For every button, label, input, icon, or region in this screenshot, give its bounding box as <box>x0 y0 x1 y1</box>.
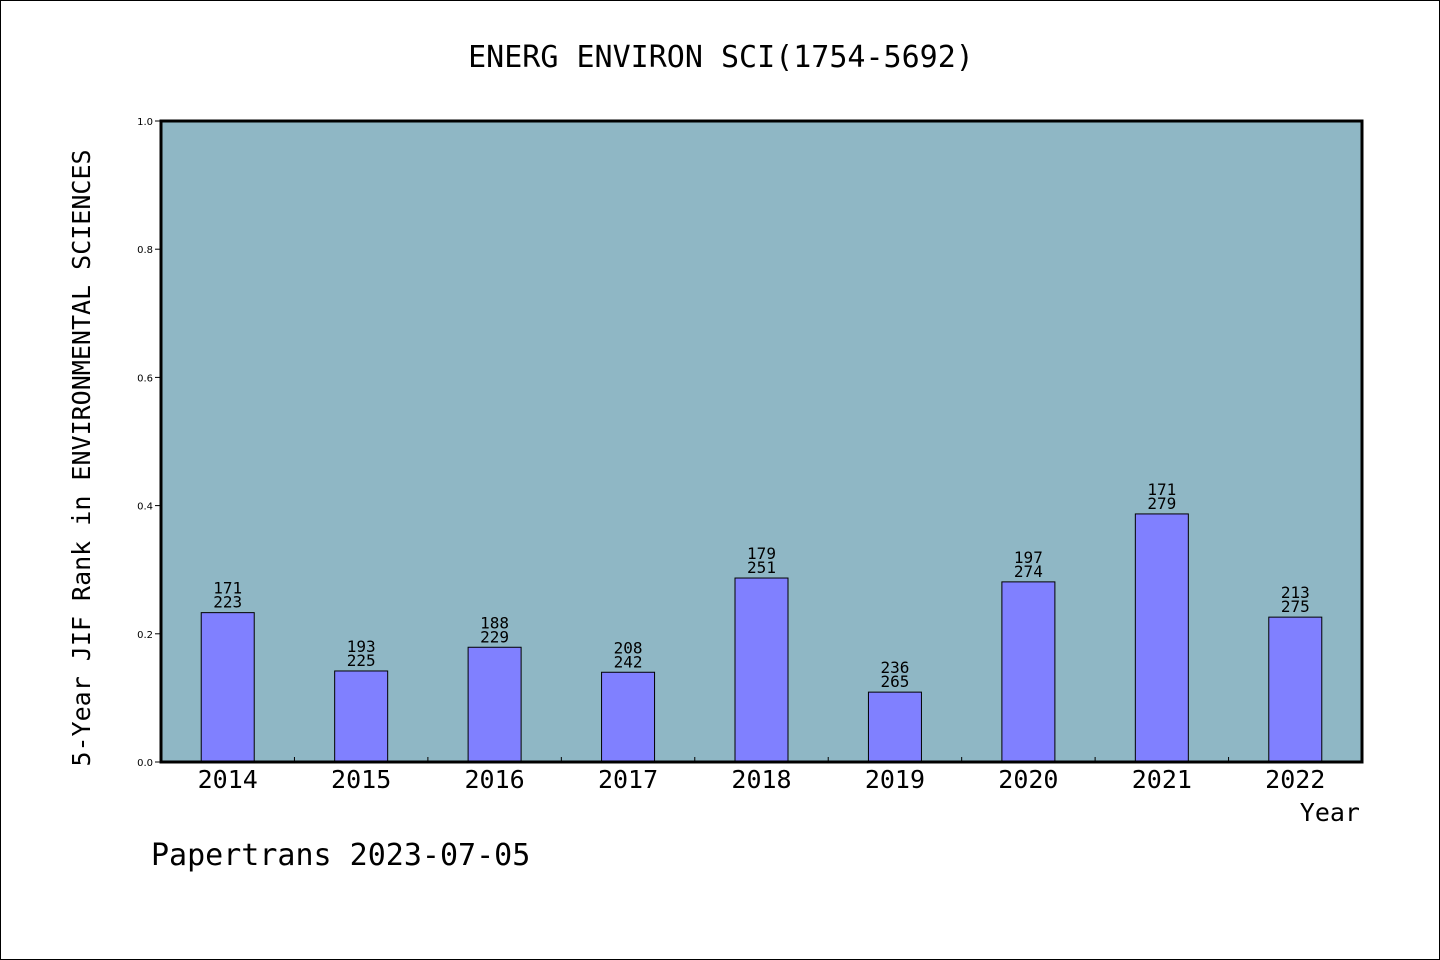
data-label-total: 223 <box>213 593 242 612</box>
bar-2018 <box>734 577 789 763</box>
data-label-rank: 208 <box>614 638 643 657</box>
x-tick-label: 2014 <box>198 765 258 794</box>
data-label-rank: 193 <box>347 637 376 656</box>
x-tick-label: 2019 <box>865 765 925 794</box>
data-label-total: 229 <box>480 627 509 646</box>
bar-2015 <box>334 670 389 763</box>
data-label-rank: 171 <box>1147 480 1176 499</box>
bar-2022 <box>1268 616 1323 763</box>
bar-2019 <box>867 691 922 763</box>
data-labels-group: 1712231932251882292082421792512362651972… <box>213 480 1309 691</box>
data-label-total: 251 <box>747 558 776 577</box>
x-tick-label: 2016 <box>465 765 525 794</box>
data-label-rank: 171 <box>213 579 242 598</box>
bar-2020 <box>1001 581 1056 763</box>
data-label-rank: 197 <box>1014 548 1043 567</box>
y-tick-label: 1.0 <box>137 117 153 128</box>
data-label-rank: 179 <box>747 544 776 563</box>
bar-2014 <box>200 612 255 763</box>
y-tick-label: 0.4 <box>137 502 153 513</box>
x-tick-label: 2018 <box>731 765 791 794</box>
data-label-total: 265 <box>880 672 909 691</box>
x-tick-label: 2015 <box>331 765 391 794</box>
chart-title: ENERG ENVIRON SCI(1754-5692) <box>468 40 974 75</box>
y-axis-label: 5-Year JIF Rank in ENVIRONMENTAL SCIENCE… <box>67 149 96 766</box>
bars-group <box>200 513 1323 763</box>
data-label-total: 279 <box>1147 494 1176 513</box>
bar-2016 <box>467 646 522 763</box>
x-tick-label: 2021 <box>1132 765 1192 794</box>
x-tick-label: 2022 <box>1265 765 1325 794</box>
footer-text: Papertrans 2023-07-05 <box>151 838 530 873</box>
x-axis-label: Year <box>1300 798 1360 827</box>
data-label-rank: 188 <box>480 613 509 632</box>
data-label-total: 225 <box>347 651 376 670</box>
data-label-rank: 236 <box>880 658 909 677</box>
y-axis-ticks: 0.0 0.2 0.4 0.6 0.8 1.0 <box>137 117 161 769</box>
data-label-total: 275 <box>1281 597 1310 616</box>
plot-border <box>159 119 1364 764</box>
x-tick-label: 2020 <box>998 765 1058 794</box>
bar-2017 <box>601 671 656 763</box>
y-tick-label: 0.8 <box>137 245 153 256</box>
bar-2021 <box>1134 513 1189 763</box>
y-tick-label: 0.6 <box>137 373 153 384</box>
data-label-total: 274 <box>1014 562 1043 581</box>
x-axis-ticks: 2014 2015 2016 2017 2018 2019 2020 2021 2022 <box>198 757 1325 794</box>
x-tick-label: 2017 <box>598 765 658 794</box>
y-tick-label: 0.2 <box>137 630 153 641</box>
data-label-total: 242 <box>614 652 643 671</box>
y-tick-label: 0.0 <box>137 758 153 769</box>
data-label-rank: 213 <box>1281 583 1310 602</box>
